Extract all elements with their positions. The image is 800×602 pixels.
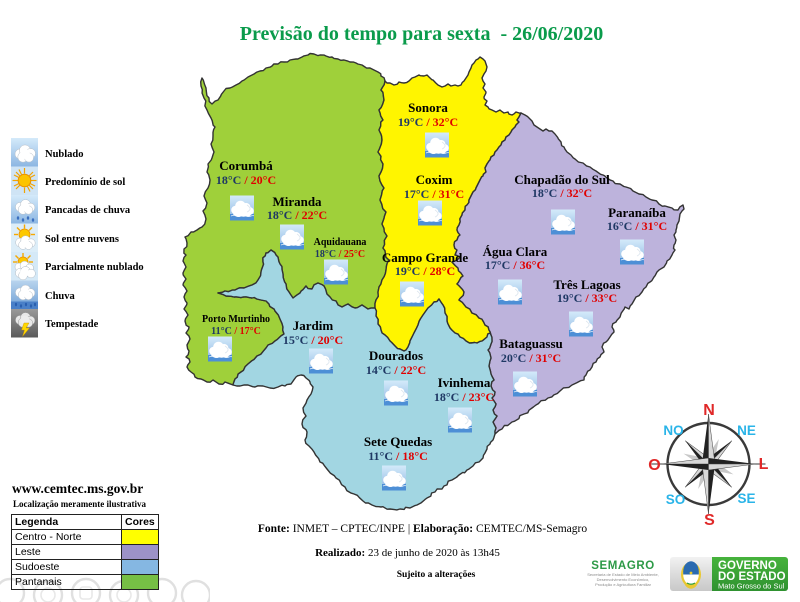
svg-text:Chuva: Chuva — [45, 291, 76, 302]
svg-text:Sol entre nuvens: Sol entre nuvens — [45, 234, 119, 245]
svg-text:Coxim: Coxim — [416, 172, 453, 187]
svg-text:Mato Grosso do Sul: Mato Grosso do Sul — [718, 582, 785, 591]
svg-text:17°C / 36°C: 17°C / 36°C — [485, 258, 545, 272]
svg-text:Nublado: Nublado — [45, 149, 84, 160]
svg-text:Campo Grande: Campo Grande — [382, 250, 469, 265]
svg-text:Miranda: Miranda — [272, 194, 322, 209]
svg-text:Ivinhema: Ivinhema — [438, 375, 491, 390]
svg-text:11°C / 17°C: 11°C / 17°C — [211, 326, 261, 337]
svg-text:19°C / 33°C: 19°C / 33°C — [557, 291, 617, 305]
svg-text:N: N — [703, 402, 715, 419]
svg-text:Sete Quedas: Sete Quedas — [364, 434, 432, 449]
svg-text:17°C / 31°C: 17°C / 31°C — [404, 187, 464, 201]
svg-text:Bataguassu: Bataguassu — [499, 336, 563, 351]
svg-text:Dourados: Dourados — [369, 348, 423, 363]
svg-text:14°C / 22°C: 14°C / 22°C — [366, 363, 426, 377]
svg-text:Parcialmente nublado: Parcialmente nublado — [45, 262, 144, 273]
svg-text:GOVERNO: GOVERNO — [718, 560, 777, 572]
svg-text:DO ESTADO: DO ESTADO — [718, 571, 786, 583]
svg-text:11°C / 18°C: 11°C / 18°C — [368, 449, 428, 463]
svg-text:18°C / 23°C: 18°C / 23°C — [434, 390, 494, 404]
svg-text:SE: SE — [737, 491, 755, 506]
svg-text:18°C / 22°C: 18°C / 22°C — [267, 208, 327, 222]
svg-text:19°C / 32°C: 19°C / 32°C — [398, 115, 458, 129]
svg-text:18°C / 32°C: 18°C / 32°C — [532, 186, 592, 200]
svg-text:Sonora: Sonora — [408, 100, 448, 115]
svg-text:S: S — [704, 512, 715, 529]
svg-text:Jardim: Jardim — [293, 318, 334, 333]
svg-text:Chapadão do Sul: Chapadão do Sul — [514, 172, 610, 187]
svg-text:18°C / 20°C: 18°C / 20°C — [216, 173, 276, 187]
svg-text:Água Clara: Água Clara — [483, 244, 548, 259]
svg-text:Predomínio de sol: Predomínio de sol — [45, 177, 125, 188]
svg-text:Corumbá: Corumbá — [219, 158, 273, 173]
svg-text:Paranaíba: Paranaíba — [608, 205, 666, 220]
svg-text:Pancadas de chuva: Pancadas de chuva — [45, 205, 131, 216]
svg-text:O: O — [648, 457, 660, 474]
svg-text:16°C / 31°C: 16°C / 31°C — [607, 219, 667, 233]
svg-text:Aquidauana: Aquidauana — [314, 237, 367, 248]
svg-text:L: L — [759, 456, 769, 473]
svg-text:Porto Murtinho: Porto Murtinho — [202, 314, 270, 325]
svg-text:NO: NO — [663, 423, 683, 438]
svg-text:15°C / 20°C: 15°C / 20°C — [283, 333, 343, 347]
svg-text:19°C / 28°C: 19°C / 28°C — [395, 264, 455, 278]
svg-text:20°C / 31°C: 20°C / 31°C — [501, 351, 561, 365]
svg-text:Tempestade: Tempestade — [45, 319, 99, 330]
svg-text:SO: SO — [666, 492, 686, 507]
svg-text:Três Lagoas: Três Lagoas — [553, 277, 620, 292]
svg-text:NE: NE — [737, 423, 756, 438]
svg-text:18°C / 25°C: 18°C / 25°C — [315, 249, 365, 260]
